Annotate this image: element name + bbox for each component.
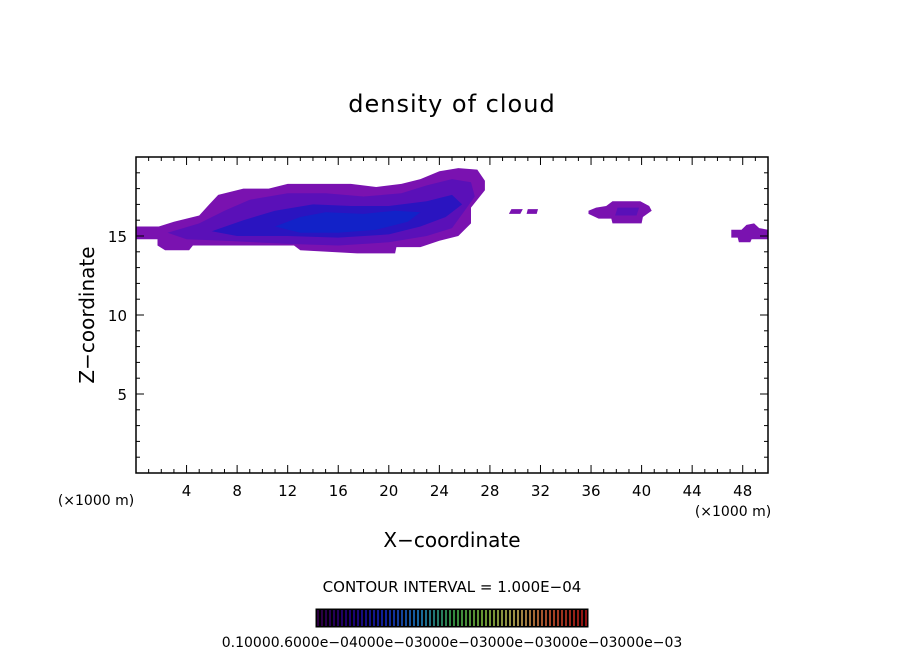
x-tick-label: 28: [480, 482, 499, 500]
cloud-region-speck-31: [526, 209, 538, 214]
x-tick-label: 20: [379, 482, 398, 500]
x-tick-label: 48: [733, 482, 752, 500]
cloud-region-cloud-38-inner: [615, 207, 640, 216]
colorbar-labels: 0.10000.6000e−04000e−03000e−03000e−03000…: [222, 635, 683, 651]
cloud-region-cloud-48: [731, 223, 768, 243]
cloud-region-speck-30: [508, 209, 523, 214]
y-tick-label: 10: [108, 307, 127, 325]
colorbar-frame: [315, 608, 589, 628]
cloud-region-main-cloud-core: [275, 210, 421, 233]
y-tick-label: 5: [117, 386, 127, 404]
x-tick-label: 32: [531, 482, 550, 500]
plot-area: [136, 168, 768, 254]
x-axis-label: X−coordinate: [383, 528, 520, 552]
x-tick-label: 36: [581, 482, 600, 500]
y-tick-label: 15: [108, 228, 127, 246]
chart-title: density of cloud: [348, 90, 555, 118]
x-tick-label: 8: [232, 482, 242, 500]
x-unit-left: (×1000 m): [58, 493, 134, 509]
x-tick-label: 44: [683, 482, 702, 500]
x-tick-label: 4: [182, 482, 192, 500]
x-tick-label: 12: [278, 482, 297, 500]
x-tick-label: 40: [632, 482, 651, 500]
colorbar: [315, 608, 589, 628]
x-unit-right: (×1000 m): [695, 504, 771, 520]
y-axis-label: Z−coordinate: [75, 246, 99, 383]
contour-interval-label: CONTOUR INTERVAL = 1.000E−04: [323, 578, 582, 596]
x-tick-label: 24: [430, 482, 449, 500]
x-tick-label: 16: [329, 482, 348, 500]
